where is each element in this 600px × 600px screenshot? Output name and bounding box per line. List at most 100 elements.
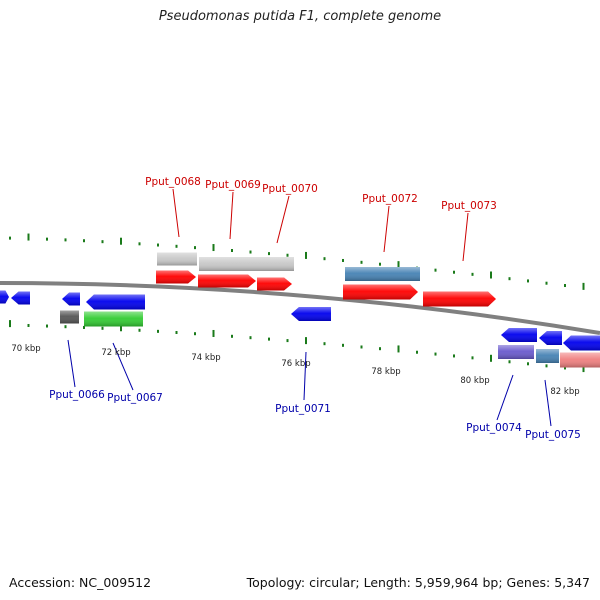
gene-pput-0071 — [291, 307, 331, 321]
scale-label: 76 kbp — [281, 359, 310, 369]
gene-pput-0067-rev — [86, 294, 145, 310]
gene-pput-0072-cog — [345, 267, 420, 281]
outer-tick — [508, 277, 511, 281]
leader-line-pput-0073 — [462, 212, 469, 262]
inner-tick — [175, 330, 178, 334]
genome-summary-text: Topology: circular; Length: 5,959,964 bp… — [246, 575, 590, 590]
inner-tick — [453, 354, 455, 358]
outer-tick — [194, 246, 196, 250]
inner-tick — [305, 337, 307, 345]
inner-tick — [46, 324, 48, 328]
scale-label: 78 kbp — [371, 367, 400, 377]
inner-tick — [268, 337, 270, 341]
inner-tick — [434, 352, 437, 356]
leader-line-pput-0070 — [276, 195, 290, 244]
outer-tick — [157, 243, 159, 247]
gene-pput-0067 — [84, 311, 143, 327]
outer-tick — [64, 238, 67, 242]
gene-label-pput-0071: Pput_0071 — [275, 403, 331, 415]
gene-right-2 — [539, 331, 562, 345]
leader-line-pput-0072 — [383, 205, 390, 253]
outer-tick — [305, 251, 307, 259]
outer-tick — [27, 233, 30, 241]
outer-tick — [120, 237, 122, 245]
outer-tick — [138, 242, 141, 246]
inner-tick — [545, 364, 548, 368]
inner-tick — [416, 350, 418, 354]
gene-right-3 — [563, 335, 600, 351]
map-title: Pseudomonas putida F1, complete genome — [158, 9, 442, 24]
inner-tick — [342, 343, 344, 347]
inner-tick — [397, 345, 400, 353]
inner-tick — [157, 329, 159, 333]
gene-label-pput-0074: Pput_0074 — [466, 422, 522, 434]
inner-tick — [379, 347, 381, 351]
outer-tick — [268, 252, 270, 256]
outer-tick — [323, 257, 326, 261]
gene-pput-0066 — [60, 310, 79, 324]
gene-right-1 — [501, 328, 537, 342]
scale-labels: 70 kbp 72 kbp 74 kbp 76 kbp 78 kbp 80 kbp 82 k… — [11, 344, 579, 397]
accession-text: Accession: NC_009512 — [9, 575, 152, 590]
inner-tick — [360, 345, 363, 349]
inner-tick — [101, 326, 104, 330]
gene-pink-edge — [560, 352, 600, 368]
outer-tick — [545, 281, 548, 285]
outer-tick — [582, 282, 585, 290]
gene-pput-0074 — [498, 345, 534, 359]
inner-tick — [83, 325, 85, 329]
leader-line-pput-0068 — [172, 188, 180, 238]
outer-tick — [231, 249, 233, 253]
gene-left-1 — [11, 291, 30, 305]
inner-tick — [231, 334, 233, 338]
gene-label-pput-0075: Pput_0075 — [525, 429, 581, 441]
outer-tick — [379, 262, 381, 266]
outer-tick — [490, 271, 492, 279]
scale-label: 80 kbp — [460, 376, 489, 386]
inner-tick — [27, 323, 30, 327]
outer-tick — [471, 272, 474, 276]
gene-label-pput-0068: Pput_0068 — [145, 176, 201, 188]
gene-pput-0072 — [343, 284, 418, 300]
outer-tick — [9, 236, 11, 240]
gene-label-pput-0066: Pput_0066 — [49, 389, 105, 401]
tick-marks — [9, 233, 585, 373]
outer-tick — [212, 244, 215, 252]
label-leader-lines — [67, 188, 552, 427]
gene-label-pput-0072: Pput_0072 — [362, 193, 418, 205]
outer-tick — [46, 237, 48, 241]
gene-left-2 — [62, 292, 80, 306]
outer-tick — [397, 261, 400, 269]
outer-tick — [360, 260, 363, 264]
gene-pput-0068 — [156, 270, 196, 284]
gene-label-pput-0070: Pput_0070 — [262, 183, 318, 195]
outer-tick — [453, 270, 455, 274]
inner-tick — [9, 320, 11, 328]
gene-pput-0069 — [198, 274, 256, 288]
inner-tick — [64, 325, 67, 329]
inner-tick — [323, 342, 326, 346]
gene-features — [0, 252, 600, 368]
outer-tick — [175, 244, 178, 248]
gene-pput-0068-cog — [157, 252, 197, 266]
outer-tick — [434, 268, 437, 272]
inner-tick — [471, 356, 474, 360]
scale-label: 74 kbp — [191, 353, 220, 363]
inner-tick — [582, 365, 585, 373]
leader-line-pput-0075 — [544, 379, 552, 427]
gene-pput-0073 — [423, 291, 496, 307]
gene-label-pput-0073: Pput_0073 — [441, 200, 497, 212]
gene-pput-0069-cog — [199, 257, 294, 271]
outer-tick — [342, 258, 344, 262]
inner-tick — [212, 329, 215, 337]
inner-tick — [249, 336, 252, 340]
gene-label-pput-0067: Pput_0067 — [107, 392, 163, 404]
gene-edge-left — [0, 290, 9, 304]
leader-line-pput-0074 — [496, 374, 514, 421]
scale-label: 72 kbp — [101, 348, 130, 358]
leader-line-pput-0069 — [229, 191, 234, 240]
inner-tick — [286, 339, 289, 343]
inner-tick — [194, 332, 196, 336]
gene-pput-0070 — [257, 277, 292, 291]
outer-tick — [101, 240, 104, 244]
